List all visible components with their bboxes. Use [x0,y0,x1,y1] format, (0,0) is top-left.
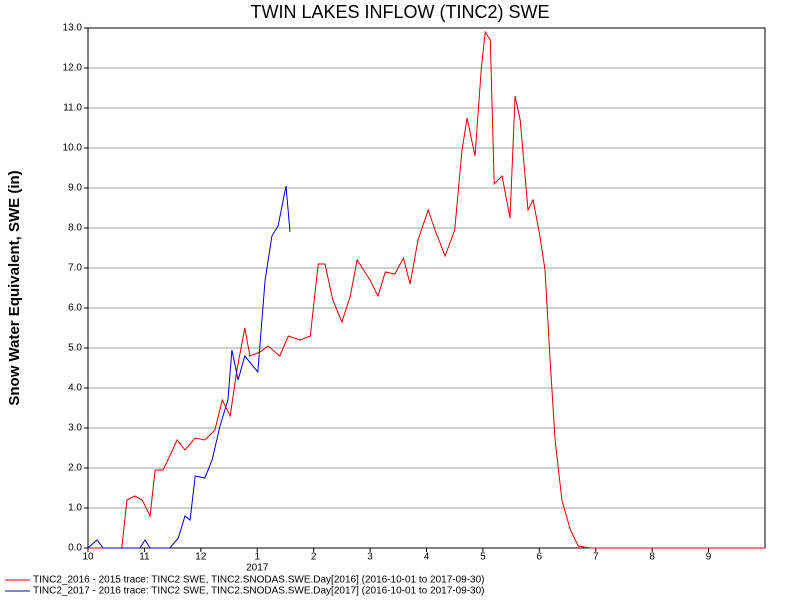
year-annotation: 2017 [246,563,269,574]
x-tick-label: 11 [139,552,150,563]
plot-frame [87,27,766,549]
x-tick-label: 6 [537,552,543,563]
y-tick-label: 1.0 [68,503,82,514]
x-tick-label: 5 [480,552,486,563]
x-tick-label: 10 [82,552,94,563]
x-tick-label: 9 [706,552,712,563]
chart-title: TWIN LAKES INFLOW (TINC2) SWE [250,2,549,22]
y-tick-label: 11.0 [63,103,82,114]
y-axis-label: Snow Water Equivalent, SWE (in) [6,170,23,405]
y-tick-label: 12.0 [63,63,83,74]
y-tick-label: 5.0 [68,343,82,354]
y-tick-label: 3.0 [68,423,82,434]
y-tick-label: 6.0 [68,303,82,314]
y-tick-label: 4.0 [68,383,82,394]
y-tick-label: 9.0 [68,183,82,194]
x-tick-label: 3 [367,552,373,563]
x-tick-label: 8 [649,552,655,563]
y-tick-label: 2.0 [68,463,82,474]
x-tick-label: 2 [311,552,317,563]
y-tick-label: 7.0 [68,263,82,274]
y-tick-label: 10.0 [63,143,83,154]
series-line [87,185,291,549]
x-tick-label: 12 [195,552,207,563]
y-tick-label: 13.0 [63,23,83,34]
y-tick-label: 8.0 [68,223,82,234]
legend-label: TINC2_2017 - 2016 trace: TINC2 SWE, TINC… [33,586,485,597]
x-tick-label: 4 [424,552,430,563]
x-tick-label: 7 [593,552,599,563]
y-tick-label: 0.0 [68,543,82,554]
x-tick-label: 1 [254,552,260,563]
series-line [88,30,765,549]
legend-label: TINC2_2016 - 2015 trace: TINC2 SWE, TINC… [33,575,485,586]
